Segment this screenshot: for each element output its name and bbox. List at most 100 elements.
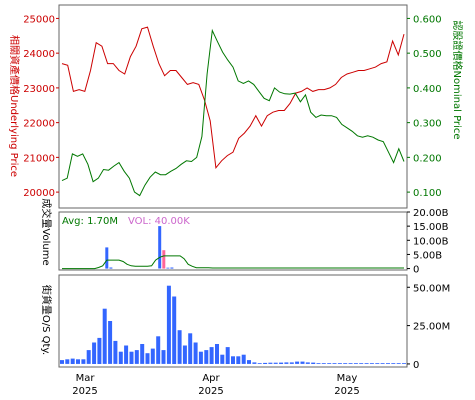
- outstanding-bar: [391, 363, 396, 364]
- right-tick-label: 0.600: [413, 14, 442, 25]
- outstanding-bar: [220, 354, 225, 364]
- outstanding-bar: [204, 350, 209, 364]
- outstanding-bar: [369, 363, 374, 364]
- outstanding-bar: [337, 363, 342, 364]
- outstanding-bar: [76, 359, 80, 364]
- outstanding-bar: [172, 296, 177, 364]
- outstanding-bar: [268, 362, 273, 364]
- outstanding-bar: [113, 340, 118, 364]
- volume-tick-label: 0: [413, 265, 419, 276]
- volume-bar: [170, 267, 174, 269]
- avg-volume-legend: Avg: 1.70M: [62, 216, 118, 227]
- underlying-price-line: [61, 26, 405, 170]
- outstanding-bar: [332, 363, 337, 364]
- outstanding-bar: [70, 358, 75, 364]
- left-tick-label: 22000: [23, 119, 55, 130]
- outstanding-bar: [65, 359, 70, 364]
- outstanding-panel-frame: [58, 274, 408, 368]
- outstanding-plot: 0 25.00M 50.00M: [60, 283, 450, 371]
- outstanding-bar: [177, 330, 182, 364]
- outstanding-bar: [118, 351, 123, 364]
- x-label-year: 2025: [72, 386, 97, 397]
- volume-tick-label: 5.00B: [413, 250, 442, 261]
- outstanding-qty-axis-label: 街貨量O/S Qty.: [40, 285, 53, 355]
- outstanding-bar: [311, 362, 316, 364]
- nominal-price-line: [61, 28, 405, 197]
- outstanding-bar: [386, 363, 390, 364]
- outstanding-bar: [300, 361, 305, 364]
- outstanding-bar: [231, 356, 235, 364]
- outstanding-bar: [353, 363, 358, 364]
- nominal-price-axis-label: 認股證價格Nominal Price: [451, 21, 464, 140]
- volume-bar: [105, 247, 109, 269]
- outstanding-bar: [295, 361, 300, 364]
- outstanding-bar: [108, 321, 113, 364]
- outstanding-bar: [375, 363, 380, 364]
- outstanding-bar: [252, 362, 257, 364]
- outstanding-tick-label: 50.00M: [413, 283, 450, 294]
- outstanding-bar: [305, 362, 310, 364]
- outstanding-bar: [380, 363, 385, 364]
- outstanding-bar: [225, 347, 230, 364]
- outstanding-bar: [316, 363, 321, 364]
- outstanding-bar: [193, 342, 198, 364]
- volume-bar: [109, 267, 113, 269]
- left-tick-label: 20000: [23, 188, 55, 199]
- outstanding-bar: [150, 348, 155, 364]
- outstanding-bar: [257, 363, 262, 364]
- outstanding-bar: [263, 362, 268, 364]
- outstanding-bar: [81, 359, 86, 364]
- outstanding-bar: [327, 363, 332, 364]
- left-tick-label: 25000: [23, 14, 55, 25]
- outstanding-bar: [343, 363, 348, 364]
- outstanding-bar: [402, 363, 406, 364]
- x-label-year: 2025: [334, 386, 359, 397]
- outstanding-bar: [134, 350, 139, 364]
- volume-tick-label: 10.00B: [413, 236, 449, 247]
- outstanding-bar: [273, 362, 278, 364]
- outstanding-bar: [102, 308, 107, 364]
- outstanding-bar: [289, 362, 294, 364]
- left-tick-label: 23000: [23, 84, 55, 95]
- volume-tick-label: 20.00B: [413, 208, 449, 219]
- outstanding-bar: [396, 363, 401, 364]
- outstanding-bar: [86, 350, 91, 364]
- price-plot: 20000 21000 22000 23000 24000 25000 0.100 0.200…: [23, 14, 441, 199]
- outstanding-bar: [129, 351, 134, 364]
- volume-bar: [158, 226, 162, 269]
- current-volume-legend: VOL: 40.00K: [128, 216, 190, 227]
- outstanding-bar: [182, 345, 187, 364]
- volume-panel-frame: [58, 211, 408, 271]
- underlying-price-axis-label: 相關資產價格Underlying Price: [8, 35, 21, 177]
- right-tick-label: 0.400: [413, 84, 442, 95]
- outstanding-bar: [156, 336, 161, 364]
- average-volume-line: [62, 255, 404, 270]
- outstanding-bar: [215, 344, 219, 364]
- volume-plot: 0 5.00B 10.00B 15.00B 20.00B: [62, 208, 449, 276]
- outstanding-tick-label: 0: [413, 360, 419, 371]
- outstanding-bar: [97, 337, 102, 364]
- x-label-year: 2025: [198, 386, 223, 397]
- outstanding-bar: [279, 362, 284, 364]
- outstanding-bar: [321, 363, 326, 364]
- outstanding-bar: [166, 285, 171, 364]
- outstanding-bar: [247, 360, 251, 364]
- outstanding-bar: [236, 356, 241, 364]
- right-tick-label: 0.500: [413, 49, 442, 60]
- outstanding-bar: [188, 333, 193, 364]
- volume-bar: [166, 267, 170, 269]
- outstanding-bar: [60, 360, 64, 364]
- outstanding-bar: [145, 353, 150, 364]
- x-label-month: Apr: [202, 373, 220, 384]
- right-tick-label: 0.200: [413, 153, 442, 164]
- left-tick-label: 21000: [23, 153, 55, 164]
- outstanding-bar: [364, 363, 369, 364]
- x-axis: Mar 2025 Apr 2025 May 2025: [72, 373, 359, 397]
- outstanding-bar: [241, 354, 246, 364]
- right-tick-label: 0.100: [413, 188, 442, 199]
- outstanding-bar: [124, 345, 129, 364]
- outstanding-bar: [348, 363, 353, 364]
- right-tick-label: 0.300: [413, 119, 442, 130]
- price-panel-frame: [58, 4, 408, 209]
